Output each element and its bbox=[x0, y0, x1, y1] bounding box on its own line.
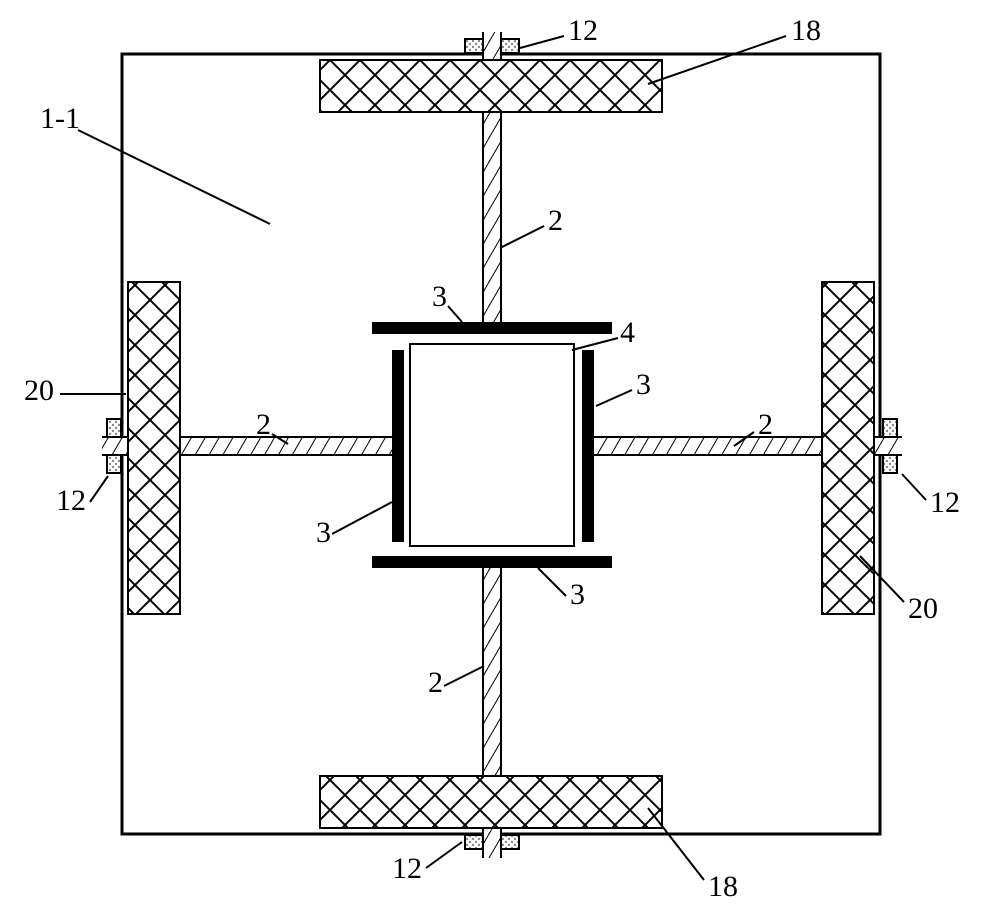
leader-l12d bbox=[426, 842, 462, 868]
leader-l2a bbox=[500, 226, 544, 248]
leader-l12c bbox=[902, 474, 926, 500]
leader-l3d bbox=[538, 568, 566, 596]
label-l18b: 18 bbox=[708, 870, 738, 903]
label-l18a: 18 bbox=[791, 14, 821, 47]
leader-l3a bbox=[448, 306, 462, 322]
label-l2a: 2 bbox=[548, 204, 563, 237]
leader-l3c bbox=[332, 502, 392, 534]
leader-l18a bbox=[648, 36, 786, 84]
beam-top bbox=[320, 60, 662, 112]
label-l2d: 2 bbox=[428, 666, 443, 699]
label-l20b: 20 bbox=[908, 592, 938, 625]
label-l3c: 3 bbox=[316, 516, 331, 549]
beam-bottom bbox=[320, 776, 662, 828]
beam-right bbox=[822, 282, 874, 614]
beam-left bbox=[128, 282, 180, 614]
label-l3b: 3 bbox=[636, 368, 651, 401]
leader-l18b bbox=[648, 808, 704, 880]
label-l12b: 12 bbox=[56, 484, 86, 517]
label-l2b: 2 bbox=[256, 408, 271, 441]
label-l12a: 12 bbox=[568, 14, 598, 47]
leader-l4 bbox=[572, 338, 618, 350]
label-l12d: 12 bbox=[392, 852, 422, 885]
label-l2c: 2 bbox=[758, 408, 773, 441]
label-l20a: 20 bbox=[24, 374, 54, 407]
label-l11: 1-1 bbox=[40, 102, 80, 135]
leader-l12a bbox=[520, 36, 564, 48]
leader-l2d bbox=[444, 666, 484, 686]
label-l4: 4 bbox=[620, 316, 635, 349]
label-l12c: 12 bbox=[930, 486, 960, 519]
leader-l12b bbox=[90, 476, 108, 502]
leader-l3b bbox=[596, 390, 632, 406]
label-l3a: 3 bbox=[432, 280, 447, 313]
label-l3d: 3 bbox=[570, 578, 585, 611]
leader-l11 bbox=[78, 130, 270, 224]
sample-box bbox=[410, 344, 574, 546]
